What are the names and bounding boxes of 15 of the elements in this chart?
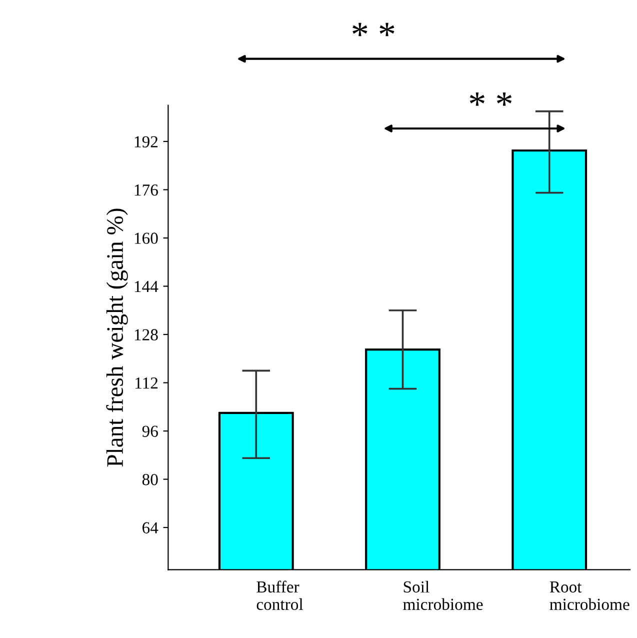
text: * * — [352, 22, 394, 36]
x-tick-label: Root microbiome — [550, 581, 630, 610]
y-tick-label: 176 — [134, 184, 158, 196]
y-tick-label: 80 — [142, 474, 158, 486]
y-tick-label: 96 — [142, 426, 158, 437]
y-tick-label: 64 — [142, 522, 158, 534]
annotation: * * — [470, 92, 512, 106]
y-tick-label: 192 — [134, 136, 158, 148]
y-tick-label: 128 — [134, 329, 158, 340]
y-tick-label: 112 — [136, 377, 158, 389]
y-axis-title: Plant fresh weight (gain %) — [106, 208, 128, 467]
y-tick-label: 144 — [134, 281, 158, 292]
x-tick-label: Buffer control — [256, 580, 304, 610]
y-tick-label: 160 — [134, 232, 158, 244]
x-tick-label: Soil microbiome — [403, 580, 483, 610]
